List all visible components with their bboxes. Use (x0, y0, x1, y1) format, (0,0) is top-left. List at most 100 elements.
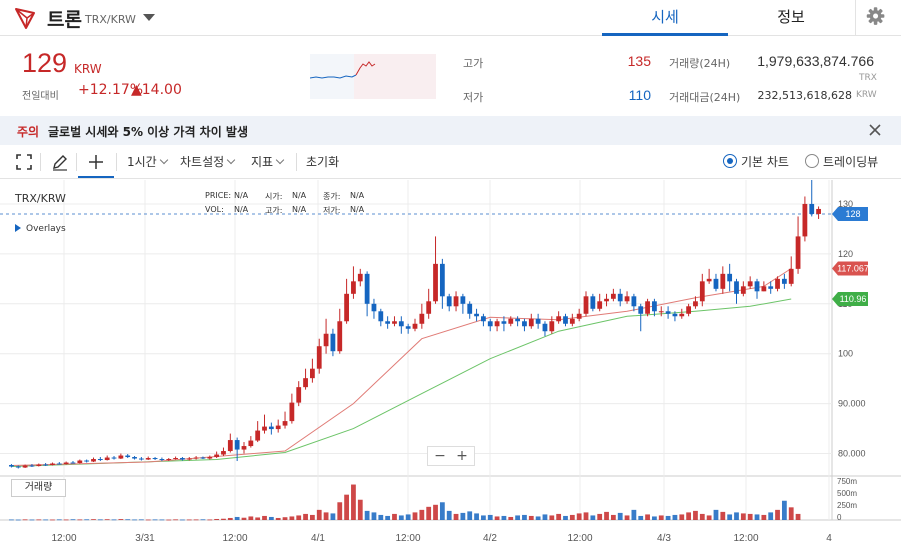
candle-body (330, 333, 336, 352)
volume-bar (467, 511, 473, 520)
candle-body (549, 321, 555, 332)
candle-body (173, 458, 178, 460)
candle-body (70, 462, 76, 464)
pencil-icon[interactable] (50, 152, 70, 172)
candle-body (542, 323, 548, 332)
volume-bar (487, 514, 493, 520)
volume-bar (77, 519, 83, 521)
candle-body (214, 454, 220, 458)
chevron-down-icon (159, 155, 168, 165)
tab-quote[interactable]: 시세 (602, 0, 728, 36)
volume-bar (9, 519, 14, 521)
indicators-label: 지표 (251, 155, 274, 169)
fullscreen-icon[interactable] (14, 152, 34, 172)
candle-body (768, 286, 774, 289)
candle-body (371, 303, 377, 312)
candle-body (241, 446, 247, 450)
volume-bar (645, 514, 650, 520)
crosshair-icon[interactable] (86, 152, 106, 172)
current-price: 129 (22, 48, 68, 78)
volume-bar (97, 519, 103, 521)
x-tick-label: 12:00 (222, 533, 247, 544)
volume-bar (419, 509, 425, 520)
candle-body (268, 426, 274, 430)
volume-bar (91, 519, 96, 520)
candle-body (720, 273, 726, 289)
volume-bar (788, 507, 794, 520)
candle-body (610, 293, 616, 299)
candle-body (802, 203, 808, 237)
candle-body (398, 321, 404, 327)
candle-body (645, 301, 650, 314)
candle-body (706, 278, 712, 282)
volume-bar (604, 511, 609, 520)
price-chart[interactable]: 13012011010090.00080.00012:003/3112:004/… (0, 180, 901, 545)
y-tick-label: 100 (838, 349, 853, 359)
candle-body (727, 273, 733, 282)
volume-bar (535, 516, 541, 520)
volume-bar (740, 513, 746, 520)
tradingview-radio[interactable] (805, 154, 819, 168)
volume-bar (617, 512, 623, 520)
volume-bar (262, 515, 267, 520)
volume-bar (392, 513, 397, 520)
candle-body (693, 301, 698, 307)
candle-body (159, 459, 165, 461)
interval-label: 1시간 (127, 155, 157, 169)
candle-body (809, 203, 815, 214)
volume-bar (104, 519, 110, 521)
volume-bar (227, 517, 233, 520)
ohlc-open-value: N/A (292, 191, 307, 200)
ohlc-open-label: 시가: (265, 192, 283, 201)
pair-selector[interactable]: TRX/KRW (85, 13, 136, 26)
volume-bar (686, 512, 692, 520)
tab-info[interactable]: 정보 (777, 8, 805, 26)
volume-bar (29, 519, 35, 521)
candle-body (481, 316, 486, 322)
chevron-down-icon[interactable] (143, 14, 155, 21)
candle-body (364, 273, 370, 304)
last-price-tag-bg (832, 206, 868, 221)
zoom-in-button[interactable]: + (456, 448, 468, 464)
volume-tick-label: 500m (837, 489, 857, 498)
reset-button[interactable]: 초기화 (306, 155, 340, 169)
coin-name: 트론 (47, 9, 82, 31)
close-icon[interactable] (866, 121, 884, 139)
volume-bar (173, 519, 178, 521)
candle-body (357, 273, 363, 282)
coin-header (0, 0, 901, 36)
candle-body (255, 430, 261, 441)
candle-body (419, 313, 425, 324)
tradingview-label[interactable]: 트레이딩뷰 (823, 155, 879, 169)
x-tick-label: 4/2 (483, 533, 497, 544)
volume-bar (412, 512, 418, 520)
candle-body (392, 321, 397, 324)
ohlc-vol-value: N/A (234, 205, 249, 214)
basic-chart-radio[interactable] (723, 154, 737, 168)
last-price-tag: 128 (832, 206, 868, 221)
candle-body (535, 318, 541, 324)
candle-body (474, 313, 479, 317)
candle-body (234, 440, 240, 450)
zoom-out-button[interactable]: − (434, 448, 446, 464)
indicators-menu[interactable]: 지표 (251, 153, 285, 170)
gear-icon[interactable] (855, 0, 901, 36)
candle-body (624, 296, 630, 302)
x-tick-label: 12:00 (567, 533, 592, 544)
overlays-toggle[interactable]: Overlays (15, 223, 66, 234)
chart-symbol: TRX/KRW (15, 192, 66, 205)
interval-select[interactable]: 1시간 (127, 153, 168, 170)
candle-body (713, 278, 719, 289)
chart-settings-menu[interactable]: 차트설정 (180, 153, 236, 170)
volume-bar (70, 519, 76, 521)
volume-bar (248, 516, 254, 520)
candle-body (412, 323, 418, 329)
candle-body (652, 301, 657, 312)
ma-short-price-tag-text: 117.067 (837, 264, 869, 274)
volume-tick-label: 750m (837, 477, 857, 486)
volume-bar (453, 513, 459, 520)
volume-bar (221, 518, 226, 520)
volume-bar (775, 509, 780, 520)
basic-chart-label[interactable]: 기본 차트 (741, 155, 789, 169)
candle-body (467, 303, 473, 314)
